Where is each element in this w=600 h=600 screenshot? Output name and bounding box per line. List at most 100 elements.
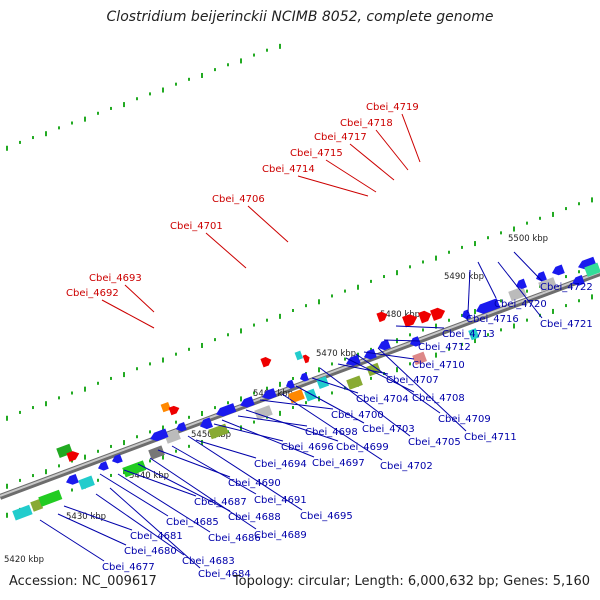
reverse-leader-line: [513, 251, 543, 282]
gc-dots-mid: [253, 323, 255, 327]
gc-dots-outer: [71, 121, 73, 125]
gc-dots-outer: [201, 72, 203, 78]
gc-dots-mid: [279, 313, 281, 319]
gc-dots-outer: [136, 97, 138, 101]
gc-dots-inner: [123, 440, 125, 446]
reverse-cds-arrow: [240, 396, 255, 408]
gc-dots-outer: [6, 145, 8, 151]
reverse-cds-box: [78, 475, 95, 490]
gc-dots-outer: [266, 48, 268, 52]
forward-cds-arrow: [260, 357, 272, 368]
gc-dots-mid: [84, 386, 86, 392]
forward-leader-line: [401, 113, 421, 163]
gc-dots-inner-2: [435, 352, 437, 358]
gc-dots-inner-2: [474, 338, 476, 344]
forward-leader-line: [205, 232, 247, 269]
gc-dots-inner: [175, 420, 177, 424]
gc-dots-inner-2: [591, 294, 593, 300]
gc-dots-mid: [292, 308, 294, 312]
gc-dots-mid: [526, 221, 528, 225]
gc-dots-inner: [136, 435, 138, 439]
forward-gene-label: Cbei_4706: [212, 194, 265, 205]
gc-dots-mid: [370, 279, 372, 283]
reverse-gene-label: Cbei_4695: [300, 511, 353, 522]
forward-leader-line: [325, 159, 377, 193]
reverse-gene-label: Cbei_4712: [418, 342, 471, 353]
gc-dots-inner-2: [162, 454, 164, 460]
gc-dots-outer: [45, 131, 47, 137]
reverse-cds-box: [538, 277, 557, 293]
reverse-cds-box: [208, 423, 229, 440]
forward-gene-label: Cbei_4701: [170, 221, 223, 232]
gc-dots-inner: [253, 391, 255, 395]
reverse-gene-label: Cbei_4684: [198, 569, 251, 580]
gc-dots-inner: [474, 309, 476, 315]
gc-dots-mid: [266, 318, 268, 322]
reverse-leader-line: [123, 469, 197, 497]
reverse-gene-label: Cbei_4681: [130, 531, 183, 542]
gc-dots-inner: [110, 444, 112, 448]
gc-dots-outer: [110, 106, 112, 110]
gc-dots-outer: [123, 102, 125, 108]
forward-cds-arrow: [430, 307, 446, 321]
gc-dots-outer: [240, 58, 242, 64]
gc-dots-mid: [6, 415, 8, 421]
forward-leader-line: [124, 284, 155, 313]
gc-dots-inner: [344, 357, 346, 361]
gc-dots-inner: [188, 415, 190, 419]
reverse-cds-arrow: [536, 271, 547, 282]
reverse-leader-line: [99, 473, 169, 517]
gc-dots-inner-2: [487, 333, 489, 337]
scale-label: 5430 kbp: [66, 512, 106, 522]
reverse-leader-line: [337, 363, 389, 375]
reverse-leader-line: [109, 487, 201, 569]
reverse-leader-line: [295, 385, 365, 424]
reverse-leader-line: [149, 457, 257, 530]
gc-dots-inner: [565, 275, 567, 279]
reverse-cds-arrow: [300, 372, 309, 382]
scale-label: 5440 kbp: [129, 471, 169, 481]
gc-dots-inner: [162, 425, 164, 431]
reverse-cds-box: [288, 389, 305, 404]
reverse-leader-line: [477, 261, 497, 299]
reverse-gene-label: Cbei_4685: [166, 517, 219, 528]
gc-dots-inner: [279, 381, 281, 387]
gc-dots-inner-2: [396, 367, 398, 373]
reverse-gene-label: Cbei_4687: [194, 497, 247, 508]
gc-dots-inner: [461, 313, 463, 317]
reverse-cds-arrow: [378, 339, 391, 351]
reverse-cds-arrow: [552, 264, 565, 276]
gc-dots-inner-2: [253, 420, 255, 424]
gc-dots-inner-2: [526, 318, 528, 322]
reverse-cds-box: [468, 328, 480, 341]
reverse-cds-arrow: [410, 336, 421, 347]
gc-dots-inner-2: [97, 478, 99, 482]
reverse-leader-line: [187, 435, 303, 511]
reverse-leader-line: [395, 325, 445, 329]
gc-dots-inner-2: [331, 391, 333, 395]
reverse-cds-arrow: [262, 388, 277, 400]
gc-dots-mid: [32, 406, 34, 410]
gc-dots-inner: [292, 376, 294, 380]
gc-dots-outer: [175, 82, 177, 86]
gc-dots-inner-2: [188, 444, 190, 448]
gc-dots-outer: [19, 140, 21, 144]
forward-gene-label: Cbei_4692: [66, 288, 119, 299]
gc-dots-outer: [84, 116, 86, 122]
forward-cds-arrow: [66, 451, 80, 462]
forward-leader-line: [349, 143, 395, 181]
gc-dots-outer: [97, 111, 99, 115]
reverse-cds-arrow: [286, 379, 295, 389]
gc-dots-inner: [201, 410, 203, 416]
forward-cds-arrow: [402, 314, 418, 328]
gc-dots-inner-2: [448, 347, 450, 351]
gc-dots-inner: [422, 328, 424, 332]
forward-cds-arrow: [168, 405, 180, 416]
gc-dots-inner-2: [149, 459, 151, 463]
gc-dots-inner-2: [409, 362, 411, 366]
reverse-gene-label: Cbei_4686: [208, 533, 261, 544]
gc-dots-mid: [149, 362, 151, 366]
reverse-gene-label: Cbei_4711: [464, 432, 517, 443]
reverse-leader-line: [63, 505, 133, 531]
gc-dots-inner: [318, 367, 320, 373]
